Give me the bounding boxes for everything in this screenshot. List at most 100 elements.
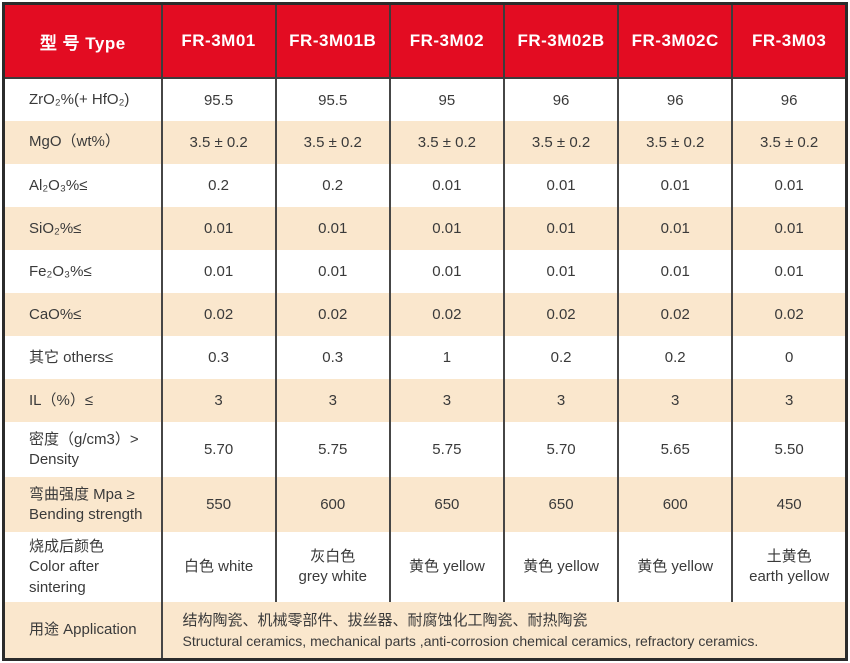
table-cell: 3.5 ± 0.2 xyxy=(160,121,276,165)
table-cell: 土黄色 earth yellow xyxy=(731,532,847,603)
table-cell: 550 xyxy=(160,477,276,533)
table-cell: 0.01 xyxy=(731,250,847,294)
table-cell: 0.01 xyxy=(388,164,504,208)
table-cell: 95.5 xyxy=(160,78,276,122)
table-header-row: 型 号 Type FR-3M01 FR-3M01B FR-3M02 FR-3M0… xyxy=(3,3,847,80)
table-cell: 5.75 xyxy=(274,422,390,478)
table-cell: 3.5 ± 0.2 xyxy=(274,121,390,165)
header-col-fr-3m02b: FR-3M02B xyxy=(502,3,619,80)
header-type-label: 型 号 Type xyxy=(3,3,162,80)
table-cell: 3 xyxy=(388,379,504,423)
header-col-fr-3m01: FR-3M01 xyxy=(160,3,276,80)
table-cell: 黄色 yellow xyxy=(617,532,733,603)
application-cell: 结构陶瓷、机械零部件、拔丝器、耐腐蚀化工陶瓷、耐热陶瓷 Structural c… xyxy=(160,602,847,660)
row-label: 密度（g/cm3）> Density xyxy=(29,430,139,468)
table-row-fe2o3: Fe₂O₃%≤ 0.01 0.01 0.01 0.01 0.01 0.01 xyxy=(3,250,847,294)
table-cell: 3.5 ± 0.2 xyxy=(731,121,847,165)
table-cell: 0.01 xyxy=(502,207,619,251)
table-cell: 0.01 xyxy=(617,250,733,294)
table-cell: 5.50 xyxy=(731,422,847,478)
row-label: Al₂O₃%≤ xyxy=(29,176,88,194)
table-cell: 3.5 ± 0.2 xyxy=(388,121,504,165)
table-cell: 5.70 xyxy=(160,422,276,478)
application-text-cn: 结构陶瓷、机械零部件、拔丝器、耐腐蚀化工陶瓷、耐热陶瓷 xyxy=(182,611,588,629)
table-cell: 96 xyxy=(731,78,847,122)
table-row-color-after-sintering: 烧成后颜色 Color after sintering 白色 white 灰白色… xyxy=(3,532,847,603)
table-cell: 0.02 xyxy=(502,293,619,337)
row-label: 烧成后颜色 Color after sintering xyxy=(29,538,105,596)
table-cell: 0.02 xyxy=(274,293,390,337)
table-cell: 3 xyxy=(617,379,733,423)
header-col-fr-3m03: FR-3M03 xyxy=(731,3,847,80)
table-cell: 0.2 xyxy=(502,336,619,380)
table-cell: 0.2 xyxy=(160,164,276,208)
table-cell: 600 xyxy=(617,477,733,533)
table-cell: 3.5 ± 0.2 xyxy=(617,121,733,165)
table-cell: 3 xyxy=(160,379,276,423)
table-row-application: 用途 Application 结构陶瓷、机械零部件、拔丝器、耐腐蚀化工陶瓷、耐热… xyxy=(3,602,847,660)
table-cell: 5.75 xyxy=(388,422,504,478)
table-cell: 95 xyxy=(388,78,504,122)
row-label: MgO（wt%） xyxy=(29,133,120,151)
table-cell: 3.5 ± 0.2 xyxy=(502,121,619,165)
table-cell: 0.3 xyxy=(274,336,390,380)
table-cell: 0 xyxy=(731,336,847,380)
table-cell: 黄色 yellow xyxy=(388,532,504,603)
table-cell: 0.01 xyxy=(617,207,733,251)
table-cell: 0.01 xyxy=(388,207,504,251)
table-row-sio2: SiO₂%≤ 0.01 0.01 0.01 0.01 0.01 0.01 xyxy=(3,207,847,251)
table-cell: 1 xyxy=(388,336,504,380)
header-col-fr-3m02: FR-3M02 xyxy=(388,3,504,80)
table-row-zro2: ZrO₂%(+ HfO₂) 95.5 95.5 95 96 96 96 xyxy=(3,78,847,122)
table-cell: 0.02 xyxy=(388,293,504,337)
row-label: Fe₂O₃%≤ xyxy=(29,262,92,280)
table-cell: 96 xyxy=(617,78,733,122)
table-row-cao: CaO%≤ 0.02 0.02 0.02 0.02 0.02 0.02 xyxy=(3,293,847,337)
table-cell: 0.01 xyxy=(274,207,390,251)
table-row-bending-strength: 弯曲强度 Mpa ≥ Bending strength 550 600 650 … xyxy=(3,477,847,533)
table-cell: 0.01 xyxy=(617,164,733,208)
table-cell: 5.65 xyxy=(617,422,733,478)
table-cell: 灰白色 grey white xyxy=(274,532,390,603)
table-cell: 黄色 yellow xyxy=(502,532,619,603)
header-col-fr-3m01b: FR-3M01B xyxy=(274,3,390,80)
table-cell: 0.2 xyxy=(617,336,733,380)
table-cell: 0.01 xyxy=(731,164,847,208)
table-cell: 450 xyxy=(731,477,847,533)
header-col-fr-3m02c: FR-3M02C xyxy=(617,3,733,80)
row-label: 其它 others≤ xyxy=(29,348,114,366)
table-row-il: IL（%）≤ 3 3 3 3 3 3 xyxy=(3,379,847,423)
table-row-mgo: MgO（wt%） 3.5 ± 0.2 3.5 ± 0.2 3.5 ± 0.2 3… xyxy=(3,121,847,165)
table-cell: 0.01 xyxy=(160,207,276,251)
table-cell: 0.01 xyxy=(388,250,504,294)
table-cell: 95.5 xyxy=(274,78,390,122)
row-label: SiO₂%≤ xyxy=(29,219,82,237)
table-cell: 0.2 xyxy=(274,164,390,208)
row-label: 弯曲强度 Mpa ≥ Bending strength xyxy=(29,485,143,523)
table-cell: 0.02 xyxy=(160,293,276,337)
table-cell: 0.01 xyxy=(502,164,619,208)
table-cell: 0.02 xyxy=(731,293,847,337)
table-cell: 3 xyxy=(731,379,847,423)
table-row-density: 密度（g/cm3）> Density 5.70 5.75 5.75 5.70 5… xyxy=(3,422,847,478)
table-cell: 0.3 xyxy=(160,336,276,380)
table-cell: 5.70 xyxy=(502,422,619,478)
table-cell: 0.01 xyxy=(731,207,847,251)
row-label: CaO%≤ xyxy=(29,305,82,323)
table-row-al2o3: Al₂O₃%≤ 0.2 0.2 0.01 0.01 0.01 0.01 xyxy=(3,164,847,208)
table-cell: 650 xyxy=(388,477,504,533)
table-cell: 白色 white xyxy=(160,532,276,603)
table-cell: 96 xyxy=(502,78,619,122)
table-row-others: 其它 others≤ 0.3 0.3 1 0.2 0.2 0 xyxy=(3,336,847,380)
table-cell: 0.01 xyxy=(502,250,619,294)
row-label: ZrO₂%(+ HfO₂) xyxy=(29,90,130,108)
table-cell: 0.02 xyxy=(617,293,733,337)
row-label: 用途 Application xyxy=(29,621,137,639)
table-cell: 3 xyxy=(502,379,619,423)
table-cell: 0.01 xyxy=(160,250,276,294)
application-text-en: Structural ceramics, mechanical parts ,a… xyxy=(182,632,759,649)
table-cell: 0.01 xyxy=(274,250,390,294)
table-cell: 650 xyxy=(502,477,619,533)
